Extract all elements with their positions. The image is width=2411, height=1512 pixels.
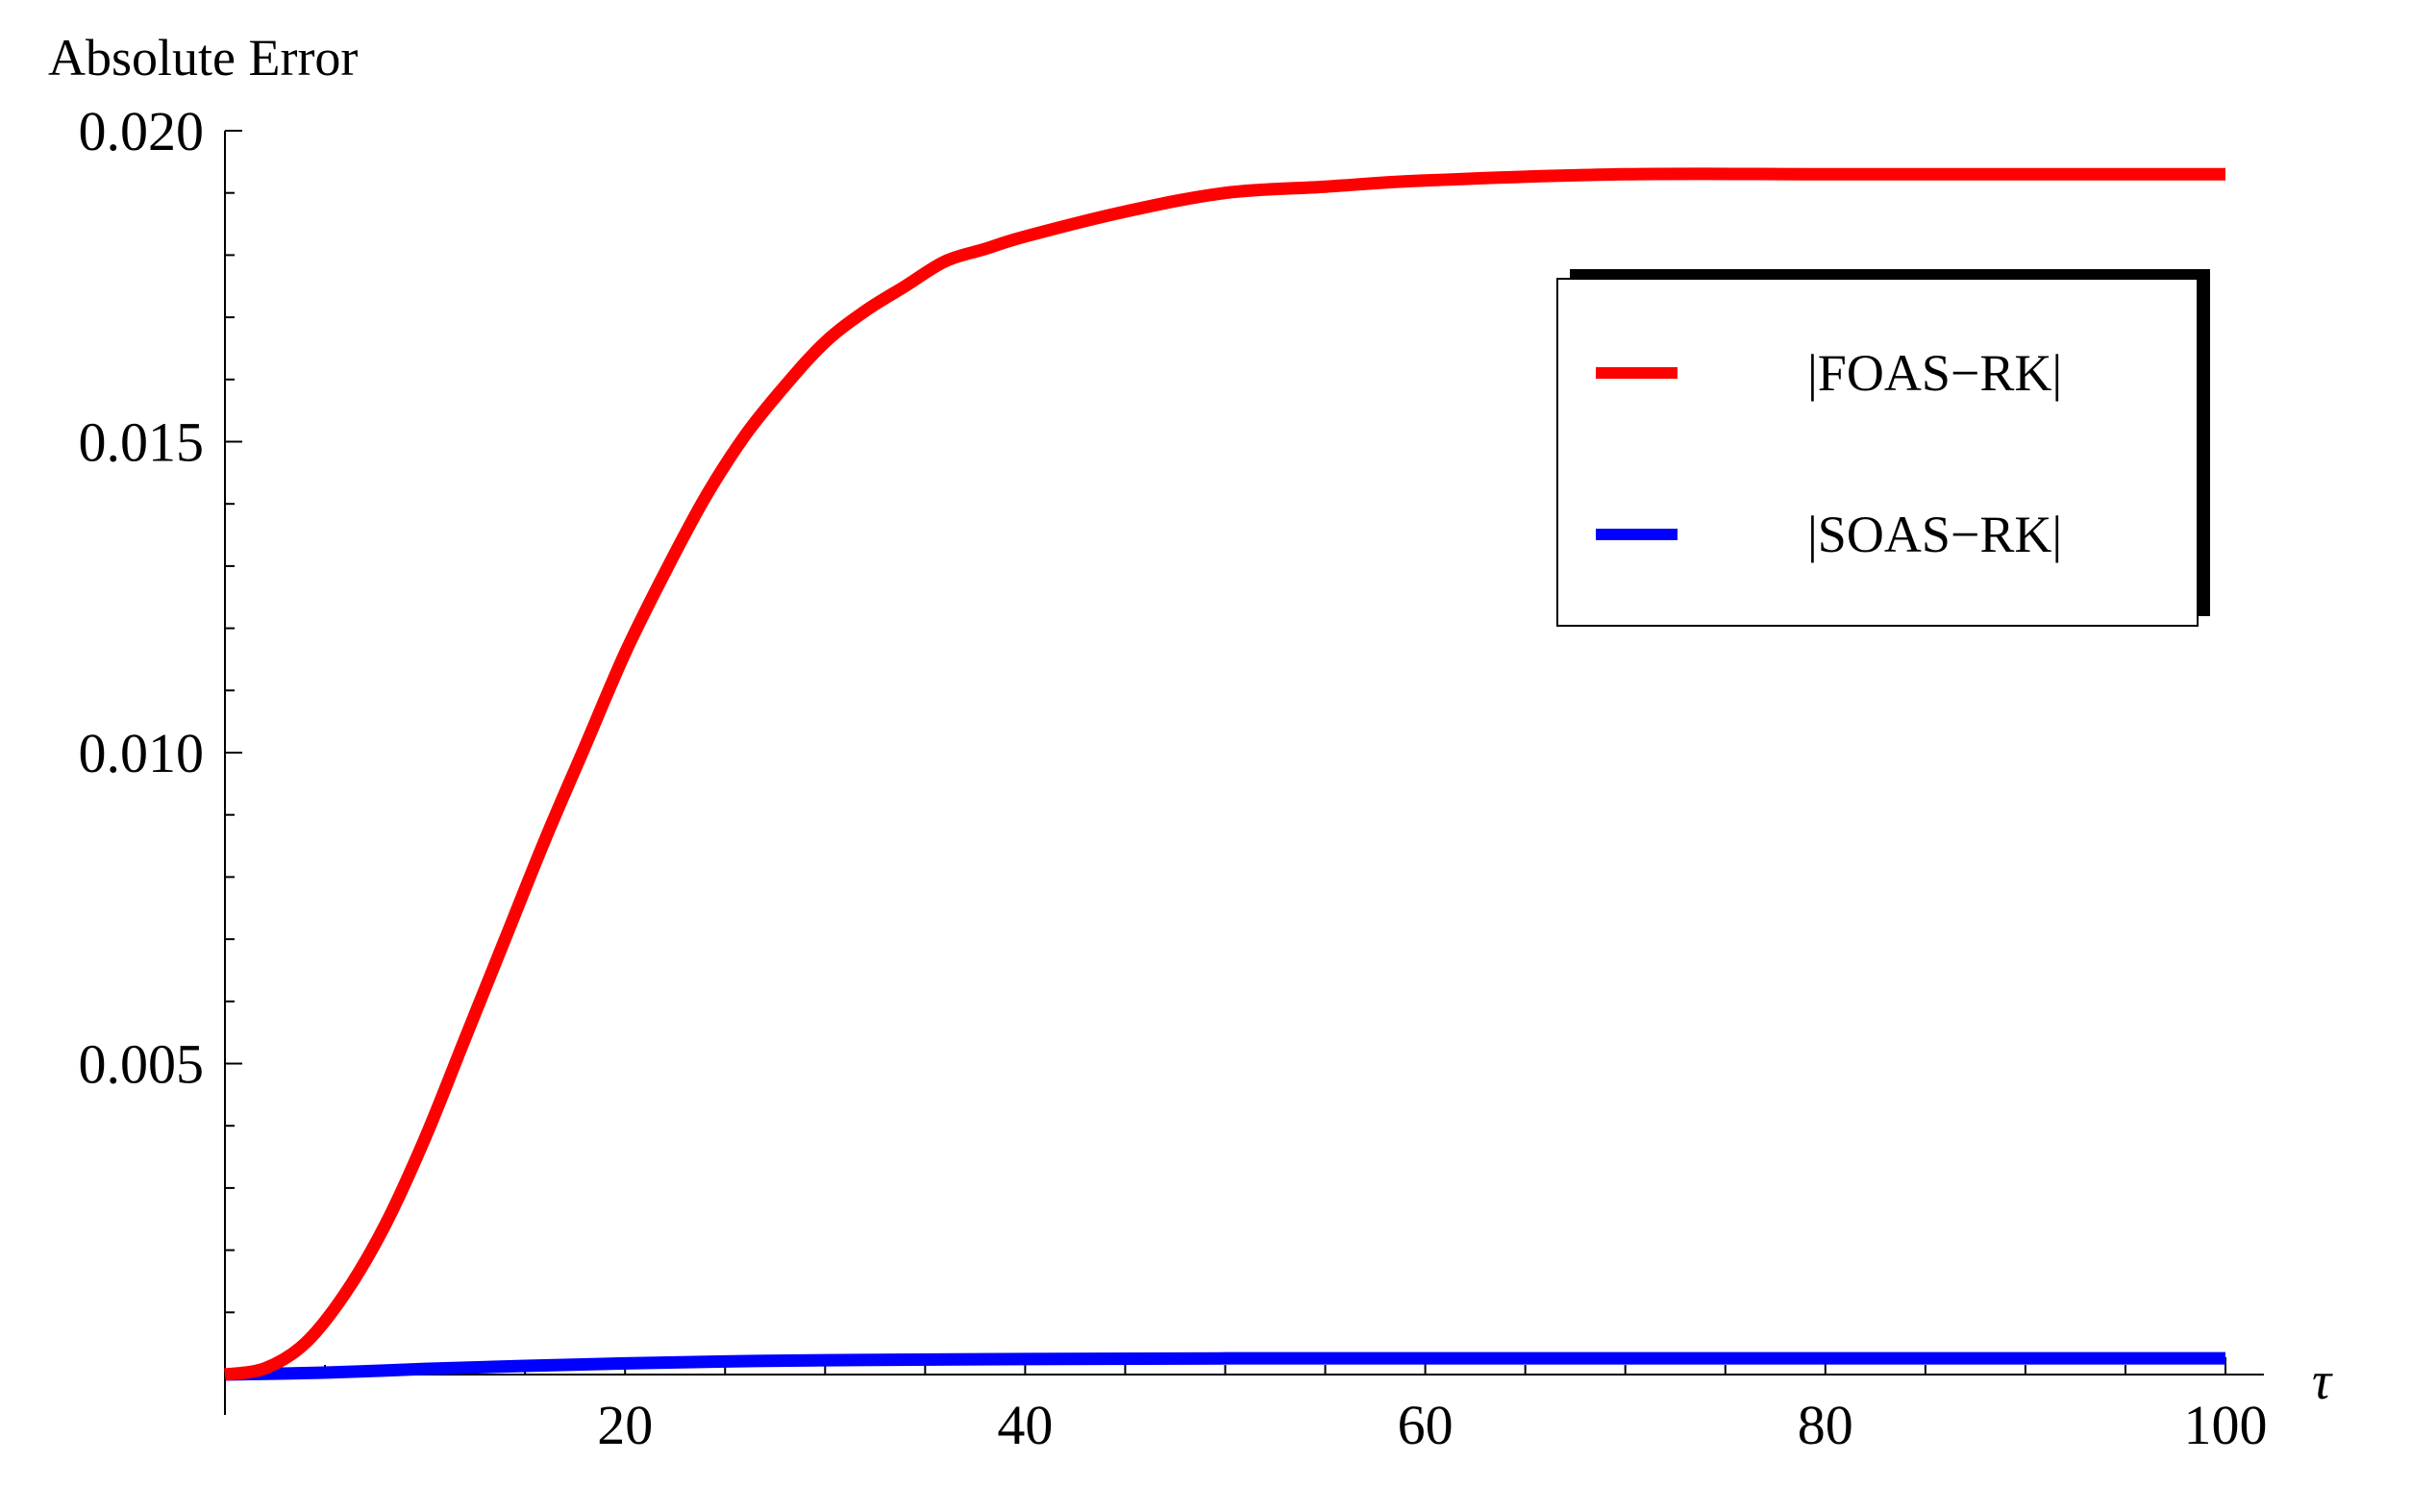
y-axis-label: Absolute Error (48, 29, 358, 87)
series-line-foas (224, 167, 2225, 1381)
legend-label-soas: |SOAS−RK| (1807, 506, 2062, 563)
legend: |FOAS−RK| |SOAS−RK| (1556, 269, 2210, 627)
x-tick-label: 40 (997, 1394, 1053, 1456)
y-tick-label: 0.020 (79, 100, 205, 162)
legend-box (1556, 278, 2199, 627)
x-tick-label: 60 (1398, 1394, 1454, 1456)
x-tick-label: 20 (597, 1394, 653, 1456)
x-axis-label: τ (2312, 1351, 2333, 1411)
y-tick-label: 0.015 (79, 411, 205, 474)
x-tick-label: 100 (2184, 1394, 2268, 1456)
series-line-soas (224, 1351, 2225, 1381)
y-tick-label: 0.005 (79, 1033, 205, 1096)
y-tick-label: 0.010 (79, 722, 205, 784)
axes: 20 40 60 80 100 0.005 0.010 0.015 0.020 (79, 100, 2268, 1456)
x-tick-label: 80 (1798, 1394, 1853, 1456)
series-layer (224, 167, 2225, 1381)
legend-label-foas: |FOAS−RK| (1807, 344, 2062, 402)
